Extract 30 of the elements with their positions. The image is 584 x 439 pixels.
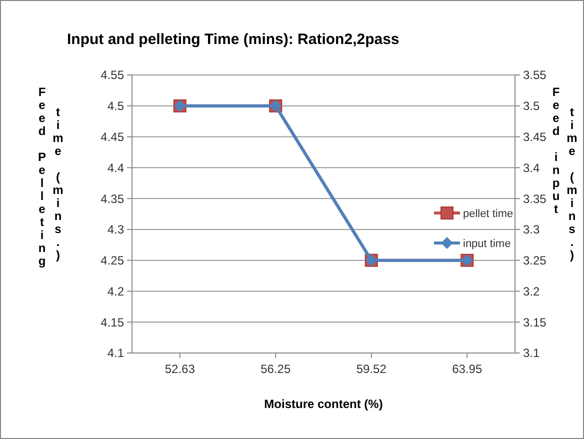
y2-tick-label: 3.25 [523, 254, 547, 268]
y2-axis-title: Feed input time (mins.) [549, 85, 579, 262]
y2-tick-label: 3.2 [523, 284, 540, 298]
y-tick-label: 4.35 [100, 192, 124, 206]
legend-label: input time [463, 238, 511, 250]
x-tick-label: 56.25 [260, 362, 291, 376]
y2-tick-label: 3.5 [523, 99, 540, 114]
y2-tick-label: 3.35 [523, 192, 547, 206]
y-tick-label: 4.3 [107, 222, 124, 237]
legend-label: pellet time [463, 208, 514, 220]
chart-title: Input and pelleting Time (mins): Ration2,2pass [67, 31, 400, 48]
y2-tick-label: 3.45 [523, 130, 547, 144]
y2-tick-label: 3.55 [523, 68, 547, 82]
y2-tick-label: 3.4 [523, 160, 540, 175]
y2-tick-label: 3.15 [523, 315, 547, 330]
y2-tick-label: 3.1 [523, 346, 540, 360]
x-tick-label: 52.63 [164, 362, 196, 376]
x-tick-label: 63.95 [452, 362, 482, 376]
y-tick-label: 4.15 [100, 315, 124, 330]
y-tick-label: 4.5 [107, 99, 124, 114]
y-tick-label: 4.1 [107, 346, 124, 360]
y-axis-title: Feed Pelleting time (mins.) [35, 85, 65, 268]
y-tick-label: 4.25 [100, 254, 124, 268]
y-tick-label: 4.4 [107, 160, 124, 175]
y-tick-label: 4.2 [107, 284, 124, 298]
y-tick-label: 4.45 [100, 130, 124, 144]
x-tick-label: 59.52 [356, 362, 387, 376]
y-tick-label: 4.55 [100, 68, 124, 82]
x-axis-title: Moisture content (%) [264, 397, 383, 411]
y2-tick-label: 3.3 [523, 222, 540, 237]
